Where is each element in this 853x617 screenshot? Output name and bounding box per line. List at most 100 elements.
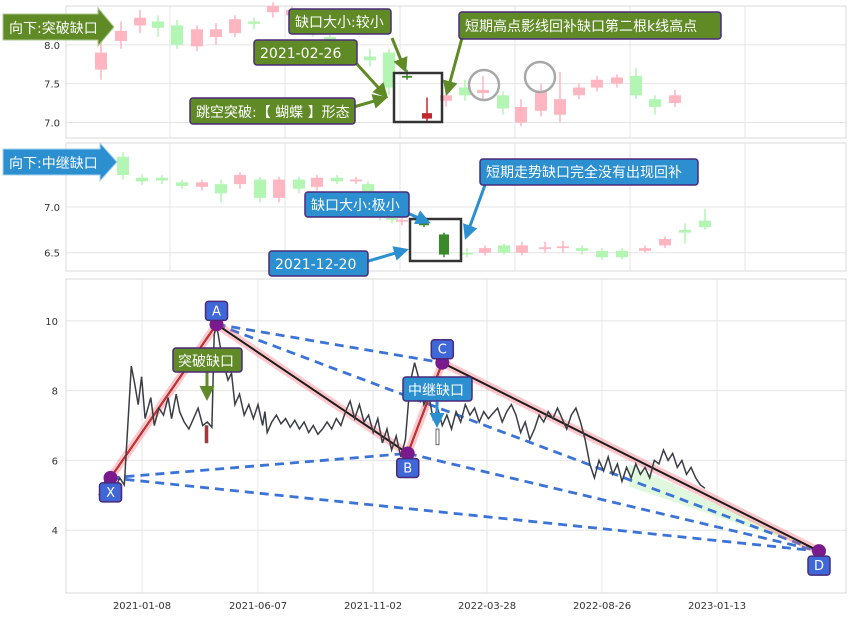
pattern-leg <box>215 323 409 455</box>
point-label-box <box>204 300 229 322</box>
candle <box>152 21 164 28</box>
candle <box>402 75 412 78</box>
x-tick-label: 2021-06-07 <box>229 601 287 612</box>
candle <box>439 234 449 255</box>
arrow-top-gap-size <box>390 37 408 73</box>
gap-markers <box>204 425 440 446</box>
middle-date-label: 2021-12-20 <box>275 257 356 273</box>
x-tick-label: 2021-01-08 <box>113 601 171 612</box>
break-gap-label: 突破缺口 <box>178 354 234 370</box>
candle <box>535 91 547 111</box>
y-tick-label: 8 <box>52 387 58 398</box>
x-tick-label: 2022-03-28 <box>458 601 516 612</box>
point-label: C <box>438 343 447 358</box>
middle-note-box <box>479 158 699 186</box>
top-note-box <box>458 11 722 40</box>
x-tick-label: 2023-01-13 <box>688 601 746 612</box>
point-label: D <box>814 559 824 574</box>
middle-yaxis: 6.5 7.0 <box>44 203 60 260</box>
dashed-line <box>110 476 820 553</box>
arrow-top-pattern <box>349 94 388 110</box>
refill-circle <box>523 60 557 94</box>
candle <box>248 21 260 24</box>
pattern-dashed-lines <box>110 322 820 553</box>
gap-marker <box>435 428 440 446</box>
candle <box>273 179 285 198</box>
gap-marker <box>204 425 209 444</box>
top-note-label: 短期高点影线回补缺口第二根k线高点 <box>465 18 697 35</box>
relay-gap-label: 中继缺口 <box>408 383 464 399</box>
point-label-box <box>395 457 420 479</box>
candle <box>576 248 588 251</box>
x-tick-label: 2022-08-26 <box>573 601 631 612</box>
candle <box>557 246 569 249</box>
refill-circle <box>467 68 501 102</box>
candle <box>498 245 510 253</box>
middle-direction-banner <box>2 141 118 183</box>
bottom-panel: X A B C D 突破缺口 中继缺口 4 6 8 10 2021-01-08 2021-06-… <box>45 278 847 612</box>
point-label: A <box>212 304 221 319</box>
top-candles <box>95 2 681 127</box>
middle-panel: 向下:中继缺口 缺口大小:极小 2021-12-20 短期走势缺口完全没有出现回… <box>2 141 847 277</box>
top-gap-box <box>392 71 444 124</box>
middle-candles <box>117 152 711 261</box>
bottom-xaxis: 2021-01-08 2021-06-07 2021-11-02 2022-03-28… <box>113 601 746 612</box>
candle <box>196 182 208 187</box>
arrow-top-note <box>442 37 464 96</box>
dashed-line <box>216 323 820 553</box>
point-label-box <box>98 482 123 503</box>
candle <box>136 177 148 182</box>
candle <box>422 113 432 119</box>
candle <box>461 252 473 255</box>
top-date-box <box>253 39 358 66</box>
candle <box>459 87 471 96</box>
candle <box>234 175 246 185</box>
middle-gap-box <box>408 217 463 263</box>
pattern-leg <box>441 361 820 553</box>
candle <box>115 30 127 41</box>
pattern-points: X A B C D <box>98 300 831 576</box>
y-tick-label: 7.5 <box>44 80 60 91</box>
candle <box>477 89 489 93</box>
candle <box>515 106 527 123</box>
candle <box>331 177 343 182</box>
dashed-line <box>407 452 820 553</box>
candle <box>229 19 241 34</box>
y-tick-label: 4 <box>52 526 58 537</box>
candle <box>117 156 129 175</box>
pattern-point <box>400 446 415 461</box>
top-yaxis: 7.0 7.5 8.0 <box>44 41 60 130</box>
dashed-line <box>110 452 408 480</box>
x-tick-label: 2021-11-02 <box>344 601 402 612</box>
candle <box>573 87 585 96</box>
top-panel: 向下:突破缺口 缺口大小:较小 2021-02-26 跳空突破:【 蝴蝶 】形态… <box>2 2 847 139</box>
candle <box>396 219 408 222</box>
arrow-top-date <box>353 60 389 99</box>
candle <box>383 52 395 88</box>
candle <box>350 179 362 182</box>
top-gap-size-box <box>288 8 392 35</box>
y-tick-label: 7.0 <box>44 118 60 129</box>
price-line <box>98 324 706 496</box>
point-label: X <box>106 486 115 501</box>
candle <box>516 245 528 253</box>
candle <box>639 248 651 251</box>
pattern-fill-area <box>628 463 819 552</box>
candle <box>616 250 628 258</box>
candle <box>659 239 671 246</box>
y-tick-label: 6.5 <box>44 249 60 260</box>
arrow-mid-note <box>463 184 487 240</box>
middle-gap-size-label: 缺口大小:极小 <box>311 198 400 214</box>
candle <box>539 247 551 250</box>
point-label-box <box>807 555 831 576</box>
middle-direction-label: 向下:中继缺口 <box>9 156 98 172</box>
point-label-box <box>430 338 455 360</box>
candle <box>699 220 711 228</box>
candle <box>419 223 429 226</box>
candle <box>95 52 107 70</box>
candle <box>596 250 608 258</box>
top-date-label: 2021-02-26 <box>260 46 341 62</box>
candle <box>630 75 642 96</box>
candle <box>210 29 222 38</box>
